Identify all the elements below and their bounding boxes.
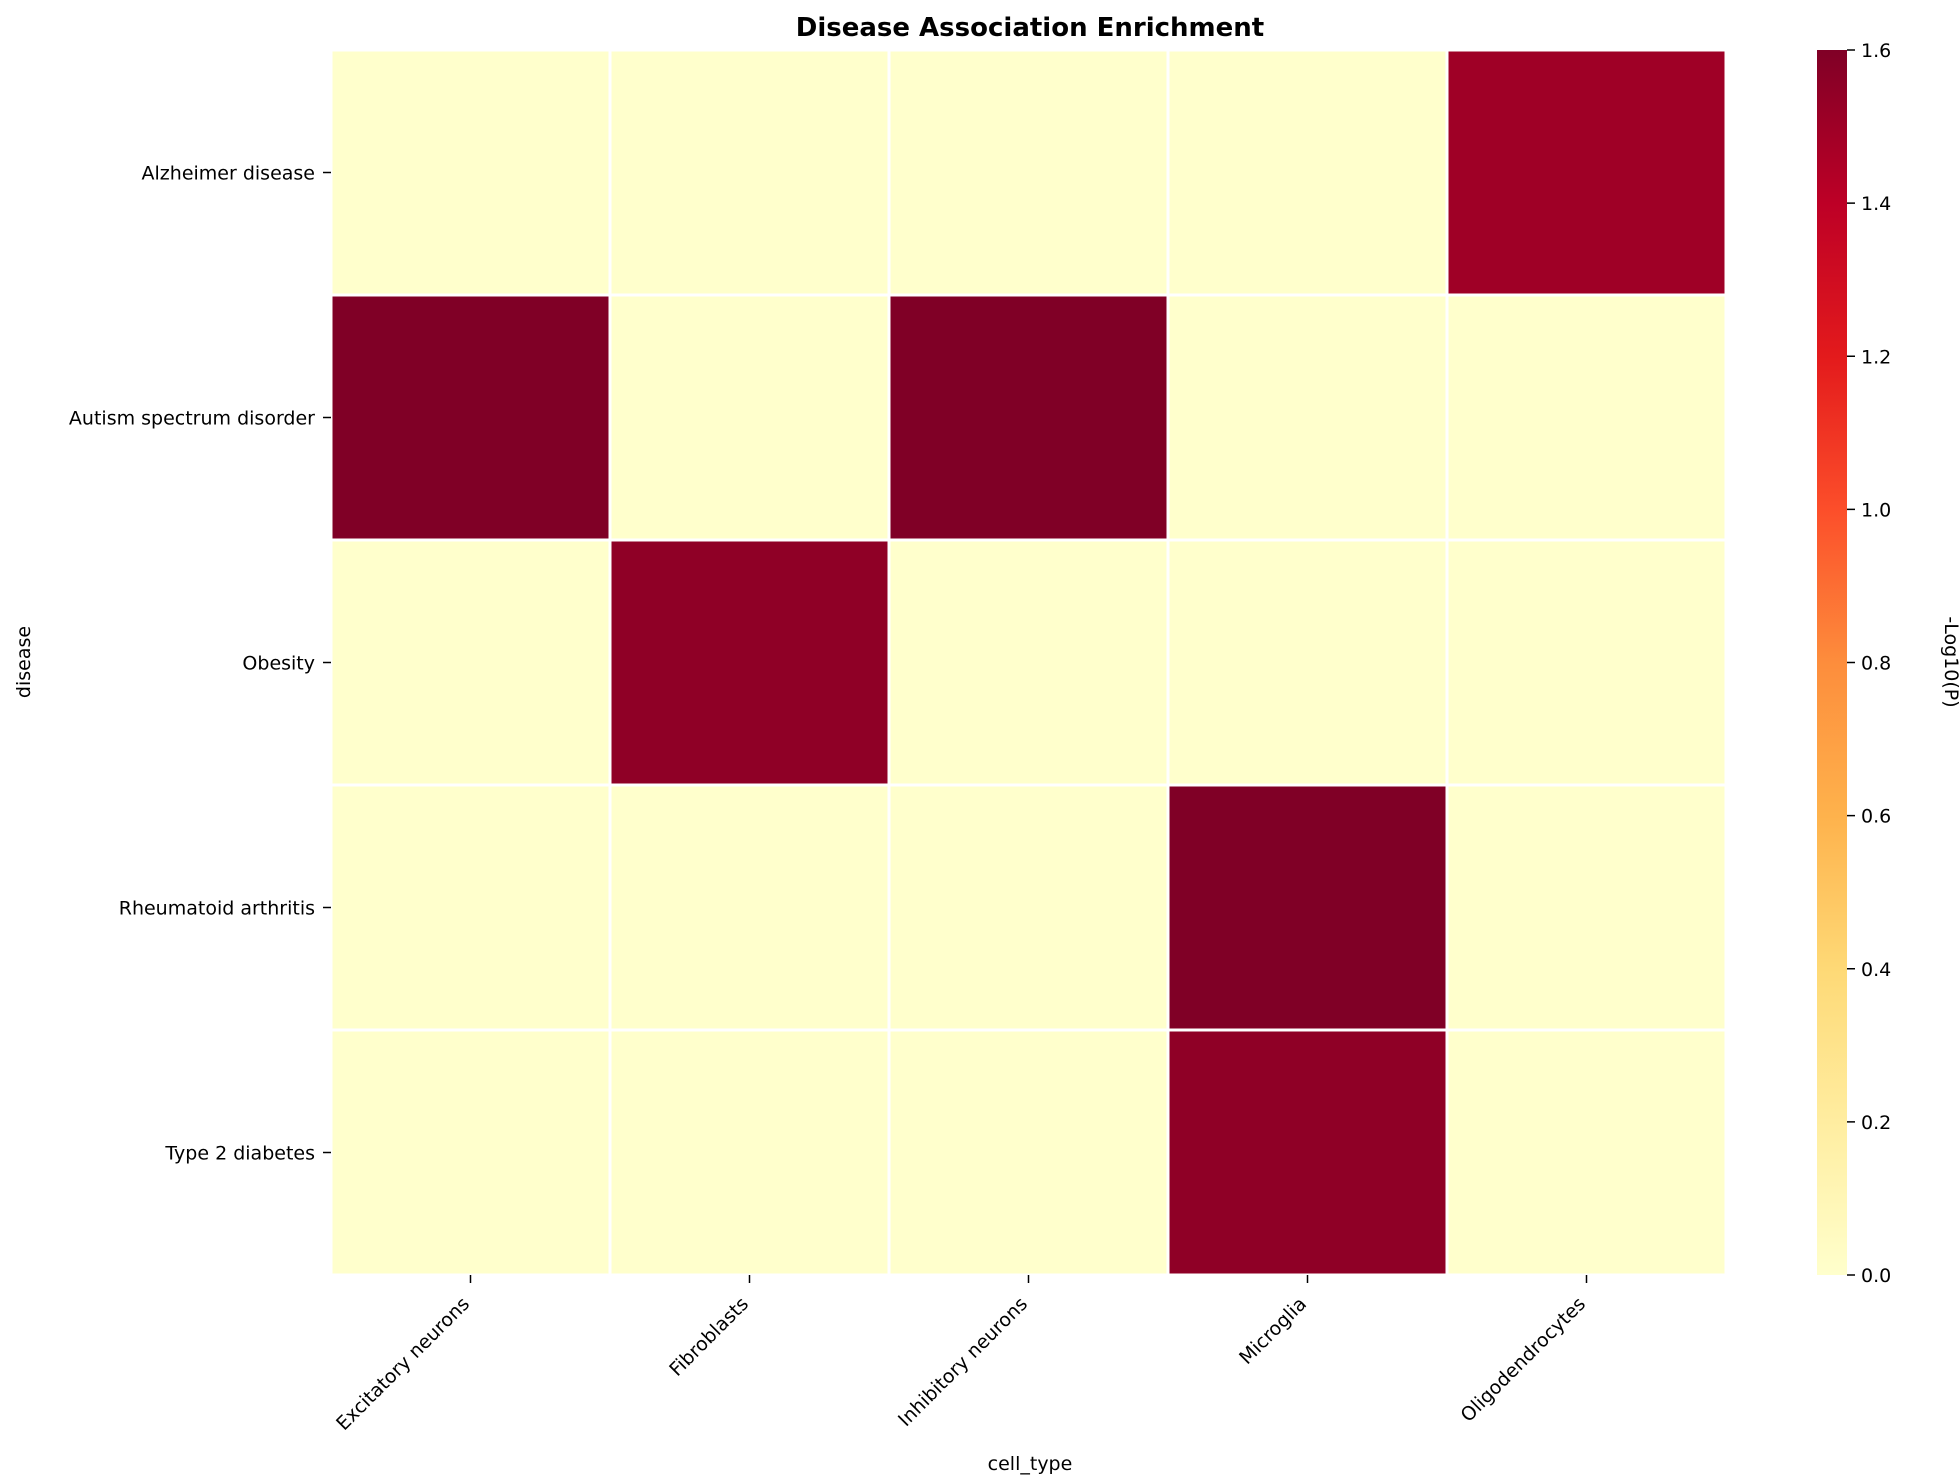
heatmap-cell [1445, 538, 1728, 787]
heatmap-cell [329, 783, 612, 1032]
colorbar-tick-label: 0.4 [1861, 959, 1891, 981]
heatmap-cell [329, 1028, 612, 1277]
heatmap-cell [1166, 293, 1449, 542]
y-tick-label: Type 2 diabetes [164, 1143, 315, 1165]
x-axis-ticks: Excitatory neurons Fibroblasts Inhibitory … [332, 1275, 1590, 1435]
heatmap-cell [887, 1028, 1170, 1277]
y-tick-label: Autism spectrum disorder [69, 408, 315, 430]
heatmap-cell [887, 783, 1170, 1032]
heatmap-cell [608, 48, 891, 297]
heatmap-cell [1166, 1028, 1449, 1277]
heatmap-cell [887, 538, 1170, 787]
colorbar-tick-label: 0.6 [1861, 806, 1891, 828]
heatmap-cell [608, 1028, 891, 1277]
heatmap-cell [329, 293, 612, 542]
colorbar-gradient [1817, 50, 1847, 1275]
y-axis-label: disease [13, 626, 35, 698]
x-tick-label: Excitatory neurons [332, 1293, 474, 1435]
y-axis-ticks: Alzheimer disease Autism spectrum disorde… [69, 163, 331, 1165]
colorbar-tick-label: 0.8 [1861, 653, 1891, 675]
y-tick-label: Obesity [242, 653, 315, 675]
colorbar-ticks: 0.0 0.2 0.4 0.6 0.8 1.0 1.2 1.4 1.6 [1847, 40, 1891, 1287]
heatmap-cell [608, 783, 891, 1032]
colorbar-tick-label: 1.4 [1861, 193, 1891, 215]
colorbar-tick-label: 0.0 [1861, 1265, 1891, 1287]
x-tick-label: Fibroblasts [665, 1293, 753, 1381]
colorbar-tick-label: 0.2 [1861, 1112, 1891, 1134]
heatmap-cell [887, 48, 1170, 297]
colorbar: 0.0 0.2 0.4 0.6 0.8 1.0 1.2 1.4 1.6 -Log10(P) [1817, 40, 1960, 1287]
x-tick-label: Microglia [1235, 1293, 1311, 1369]
heatmap-cell [1445, 1028, 1728, 1277]
heatmap-cell [1445, 293, 1728, 542]
heatmap-cell [1166, 538, 1449, 787]
heatmap-cell [329, 538, 612, 787]
heatmap-cell [1166, 783, 1449, 1032]
chart-title: Disease Association Enrichment [796, 13, 1264, 43]
heatmap-cells [329, 48, 1728, 1277]
x-tick-label: Inhibitory neurons [894, 1293, 1032, 1431]
heatmap-cell [887, 293, 1170, 542]
heatmap-cell [329, 48, 612, 297]
heatmap-cell [608, 538, 891, 787]
colorbar-tick-label: 1.0 [1861, 499, 1891, 521]
heatmap-cell [1166, 48, 1449, 297]
heatmap-cell [1445, 783, 1728, 1032]
colorbar-tick-label: 1.6 [1861, 40, 1891, 62]
heatmap-cell [1445, 48, 1728, 297]
y-tick-label: Rheumatoid arthritis [119, 898, 315, 920]
y-tick-label: Alzheimer disease [142, 163, 315, 185]
heatmap-cell [608, 293, 891, 542]
x-axis-label: cell_type [988, 1453, 1073, 1475]
x-tick-label: Oligodendrocytes [1457, 1293, 1591, 1427]
colorbar-tick-label: 1.2 [1861, 346, 1891, 368]
colorbar-label: -Log10(P) [1940, 616, 1960, 707]
